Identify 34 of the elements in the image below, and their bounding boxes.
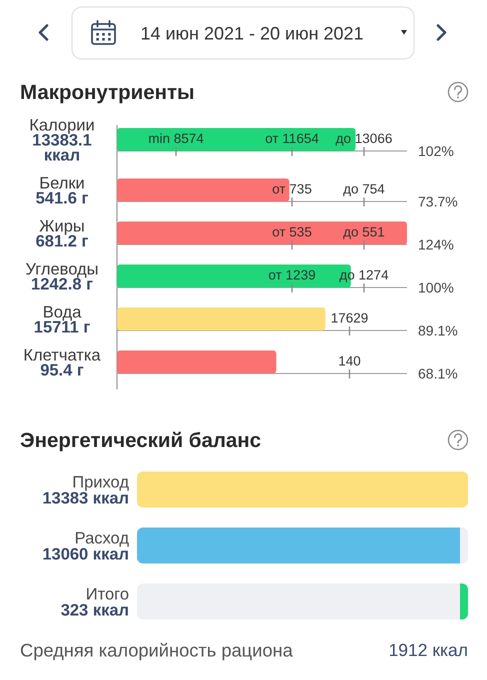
annotation: 17629 bbox=[330, 310, 368, 326]
annotation: до 754 bbox=[343, 182, 386, 197]
data-label: 102% bbox=[418, 142, 454, 159]
y-tick-label: Клетчатка 95.4 г bbox=[23, 346, 102, 380]
data-label: 124% bbox=[418, 236, 454, 252]
y-tick-label: Калории 13383.1 ккал bbox=[29, 116, 95, 164]
bar bbox=[117, 308, 326, 330]
data-label: 89.1% bbox=[418, 322, 458, 338]
bar bbox=[117, 222, 407, 244]
text: 14 июн 2021 - 20 июн 2021 bbox=[140, 23, 364, 44]
annotation: до 551 bbox=[343, 224, 385, 240]
annotation: от 1239 bbox=[268, 268, 316, 283]
text: 1912 ккал bbox=[388, 640, 468, 660]
y-tick-label: Вода 15711 г bbox=[34, 303, 90, 336]
annotation: от 11654 bbox=[265, 131, 320, 146]
y-tick-label: Приход bbox=[72, 473, 130, 492]
annotation: до 13066 bbox=[336, 131, 392, 146]
data-label: 100% bbox=[418, 279, 454, 296]
bar bbox=[117, 350, 276, 374]
data-label: 73.7% bbox=[418, 193, 458, 210]
annotation: от 735 bbox=[272, 182, 312, 197]
annotation: 140 bbox=[338, 354, 361, 369]
y-tick-label: Жиры 681.2 г bbox=[36, 217, 88, 250]
y-tick-label: Итого 323 ккал bbox=[60, 585, 129, 620]
y-tick-label: Белки 541.6 г bbox=[36, 174, 88, 208]
data-label: 68.1% bbox=[418, 365, 458, 382]
annotation: min 8574 bbox=[148, 131, 204, 146]
chart-title: Макронутриенты bbox=[20, 81, 195, 104]
y-tick-label: Расход bbox=[74, 529, 130, 548]
y-tick-label: Углеводы 1242.8 г bbox=[25, 260, 99, 294]
chart-title: Энергетический баланс bbox=[20, 429, 262, 452]
annotation: от 535 bbox=[272, 224, 312, 240]
bar bbox=[117, 178, 290, 202]
text: Средняя калорийность рациона bbox=[20, 639, 294, 660]
